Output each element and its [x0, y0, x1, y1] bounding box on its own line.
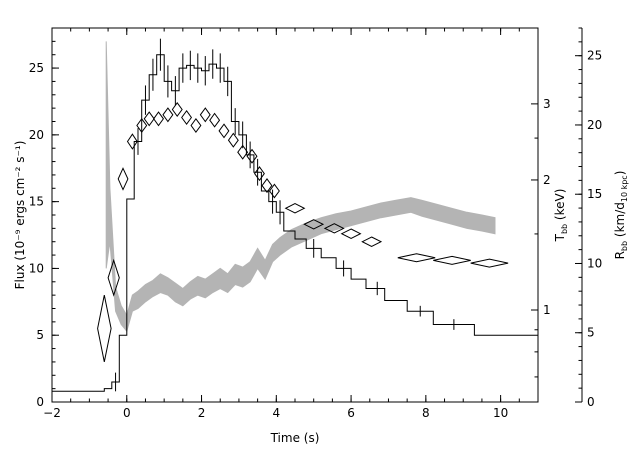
y-axis-label-temperature: Tbb (keV) — [553, 189, 569, 243]
x-tick-label: 10 — [493, 406, 508, 420]
temperature-diamond — [323, 223, 345, 234]
temperature-diamond — [97, 295, 112, 362]
y-tick-label: 25 — [29, 61, 44, 75]
temperature-diamond — [470, 258, 509, 268]
temperature-diamond — [107, 258, 120, 297]
temp-tick-label: 1 — [543, 303, 551, 317]
temp-label-main: T — [553, 233, 567, 242]
radius-tick-label: 5 — [587, 326, 595, 340]
radius-tick-label: 15 — [587, 187, 602, 201]
x-tick-label: 0 — [123, 406, 131, 420]
temperature-diamond — [171, 101, 183, 118]
temperature-diamond — [261, 178, 273, 194]
radius-tick-label: 25 — [587, 49, 602, 63]
temperature-diamond — [181, 109, 193, 126]
y-axis-label-left: Flux (10⁻⁹ ergs cm⁻² s⁻¹) — [13, 141, 27, 290]
temperature-diamond — [143, 111, 155, 127]
y-tick-label: 0 — [36, 395, 44, 409]
temp-label-rest: (keV) — [553, 189, 567, 224]
radius-band — [105, 41, 496, 333]
temperature-diamond — [361, 236, 383, 247]
radius-tick-label: 0 — [587, 395, 595, 409]
x-tick-label: 2 — [198, 406, 206, 420]
radius-label-end: ) — [613, 171, 627, 176]
temperature-diamond — [433, 255, 471, 265]
radius-tick-label: 10 — [587, 256, 602, 270]
x-tick-label: 4 — [272, 406, 280, 420]
radius-label-sub: bb — [620, 241, 629, 251]
temperature-diamond — [153, 111, 165, 127]
temperature-diamond — [253, 166, 265, 182]
temperature-diamond — [340, 228, 362, 239]
x-axis-label: Time (s) — [270, 431, 320, 445]
x-tick-label: 8 — [422, 406, 430, 420]
y-tick-label: 5 — [36, 328, 44, 342]
temp-tick-label: 3 — [543, 97, 551, 111]
radius-band-layer — [105, 41, 496, 333]
radius-label-mid: (km/d — [613, 202, 627, 241]
temp-label-sub: bb — [560, 224, 569, 234]
y-tick-label: 10 — [29, 261, 44, 275]
flux-histogram-line — [52, 54, 538, 392]
temperature-diamond — [268, 183, 280, 199]
temperature-diamond — [284, 203, 306, 214]
temperature-diamond — [136, 117, 148, 134]
x-tick-label: 6 — [347, 406, 355, 420]
temperature-diamond — [117, 167, 129, 191]
radius-label-main: R — [613, 251, 627, 259]
temperature-diamond — [397, 253, 436, 263]
temp-tick-label: 2 — [543, 173, 551, 187]
temperature-diamond — [303, 219, 325, 230]
temperature-diamond — [218, 123, 230, 139]
y-tick-label: 20 — [29, 128, 44, 142]
temperature-diamond — [246, 148, 258, 164]
temperature-diamond — [237, 144, 249, 160]
temperature-diamond — [199, 107, 211, 123]
temperature-diamond — [126, 133, 138, 150]
x-tick-label: −2 — [43, 406, 61, 420]
radius-tick-label: 20 — [587, 118, 602, 132]
temperature-diamond — [162, 107, 174, 123]
flux-histogram-layer — [52, 38, 538, 392]
temperature-diamond — [190, 117, 202, 134]
temperature-diamond-layer — [97, 101, 509, 362]
temperature-diamond — [209, 112, 221, 128]
y-tick-label: 15 — [29, 195, 44, 209]
radius-label-sub2: 10 kpc — [620, 175, 629, 202]
temperature-diamond — [227, 132, 239, 148]
y-axis-label-radius: Rbb (km/d10 kpc) — [613, 171, 629, 260]
